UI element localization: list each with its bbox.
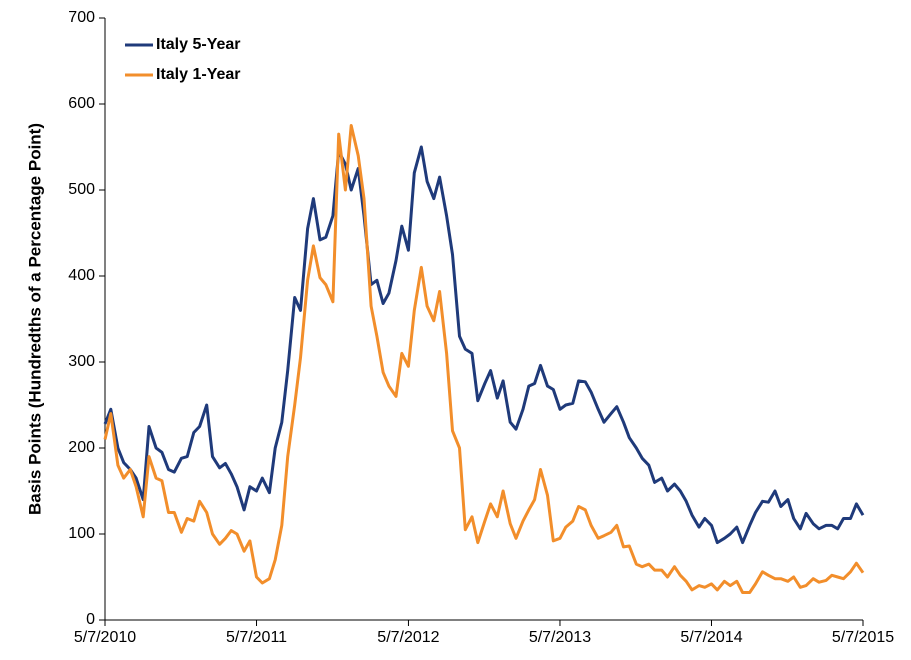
y-tick-label: 200 [68,439,95,456]
x-tick-label: 5/7/2010 [74,629,136,646]
y-tick-label: 400 [68,267,95,284]
legend-label: Italy 5-Year [156,36,241,53]
y-tick-label: 700 [68,9,95,26]
y-tick-label: 0 [86,611,95,628]
x-tick-label: 5/7/2015 [832,629,894,646]
series-line [103,124,865,594]
x-tick-label: 5/7/2012 [377,629,439,646]
y-axis-label: Basis Points (Hundredths of a Percentage… [25,123,44,515]
series-line [103,145,865,545]
y-tick-label: 100 [68,525,95,542]
y-tick-label: 300 [68,353,95,370]
legend-label: Italy 1-Year [156,66,241,83]
x-tick-label: 5/7/2011 [226,629,287,646]
y-tick-label: 500 [68,181,95,198]
x-tick-label: 5/7/2014 [680,629,742,646]
y-tick-label: 600 [68,95,95,112]
x-tick-label: 5/7/2013 [529,629,591,646]
